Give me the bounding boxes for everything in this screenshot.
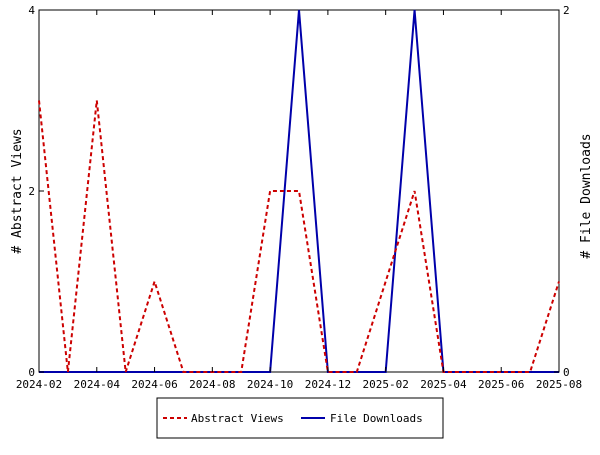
series-line-file-downloads [39,9,559,373]
x-tick-label: 2025-08 [536,378,582,391]
x-tick-label: 2024-10 [247,378,293,391]
y-right-axis-title: # File Downloads [579,133,594,258]
y-left-axis-title: # Abstract Views [10,128,25,253]
x-tick-label: 2024-04 [74,378,121,391]
series-line-abstract-views [38,100,560,373]
legend-box [156,397,444,439]
x-tick-label: 2024-06 [131,378,177,391]
y-left-tick-label: 2 [28,185,35,198]
series-layer [38,9,560,373]
x-tick-label: 2025-02 [362,378,408,391]
x-tick-label: 2025-04 [420,378,467,391]
legend: Abstract Views File Downloads [156,397,444,439]
y-right-tick-label: 2 [563,4,570,17]
y-right-tick-label: 0 [563,366,570,379]
ticks-layer: 2024-02 2024-04 2024-06 2024-08 2024-10 2024-… [16,4,582,391]
y-left-tick-label: 4 [28,4,35,17]
legend-label-abstract-views: Abstract Views [191,412,284,425]
x-tick-label: 2025-06 [478,378,524,391]
plot-frame [38,9,560,373]
y-left-tick-label: 0 [28,366,35,379]
x-tick-label: 2024-02 [16,378,62,391]
legend-label-file-downloads: File Downloads [330,412,423,425]
x-tick-label: 2024-12 [305,378,351,391]
x-tick-label: 2024-08 [189,378,235,391]
